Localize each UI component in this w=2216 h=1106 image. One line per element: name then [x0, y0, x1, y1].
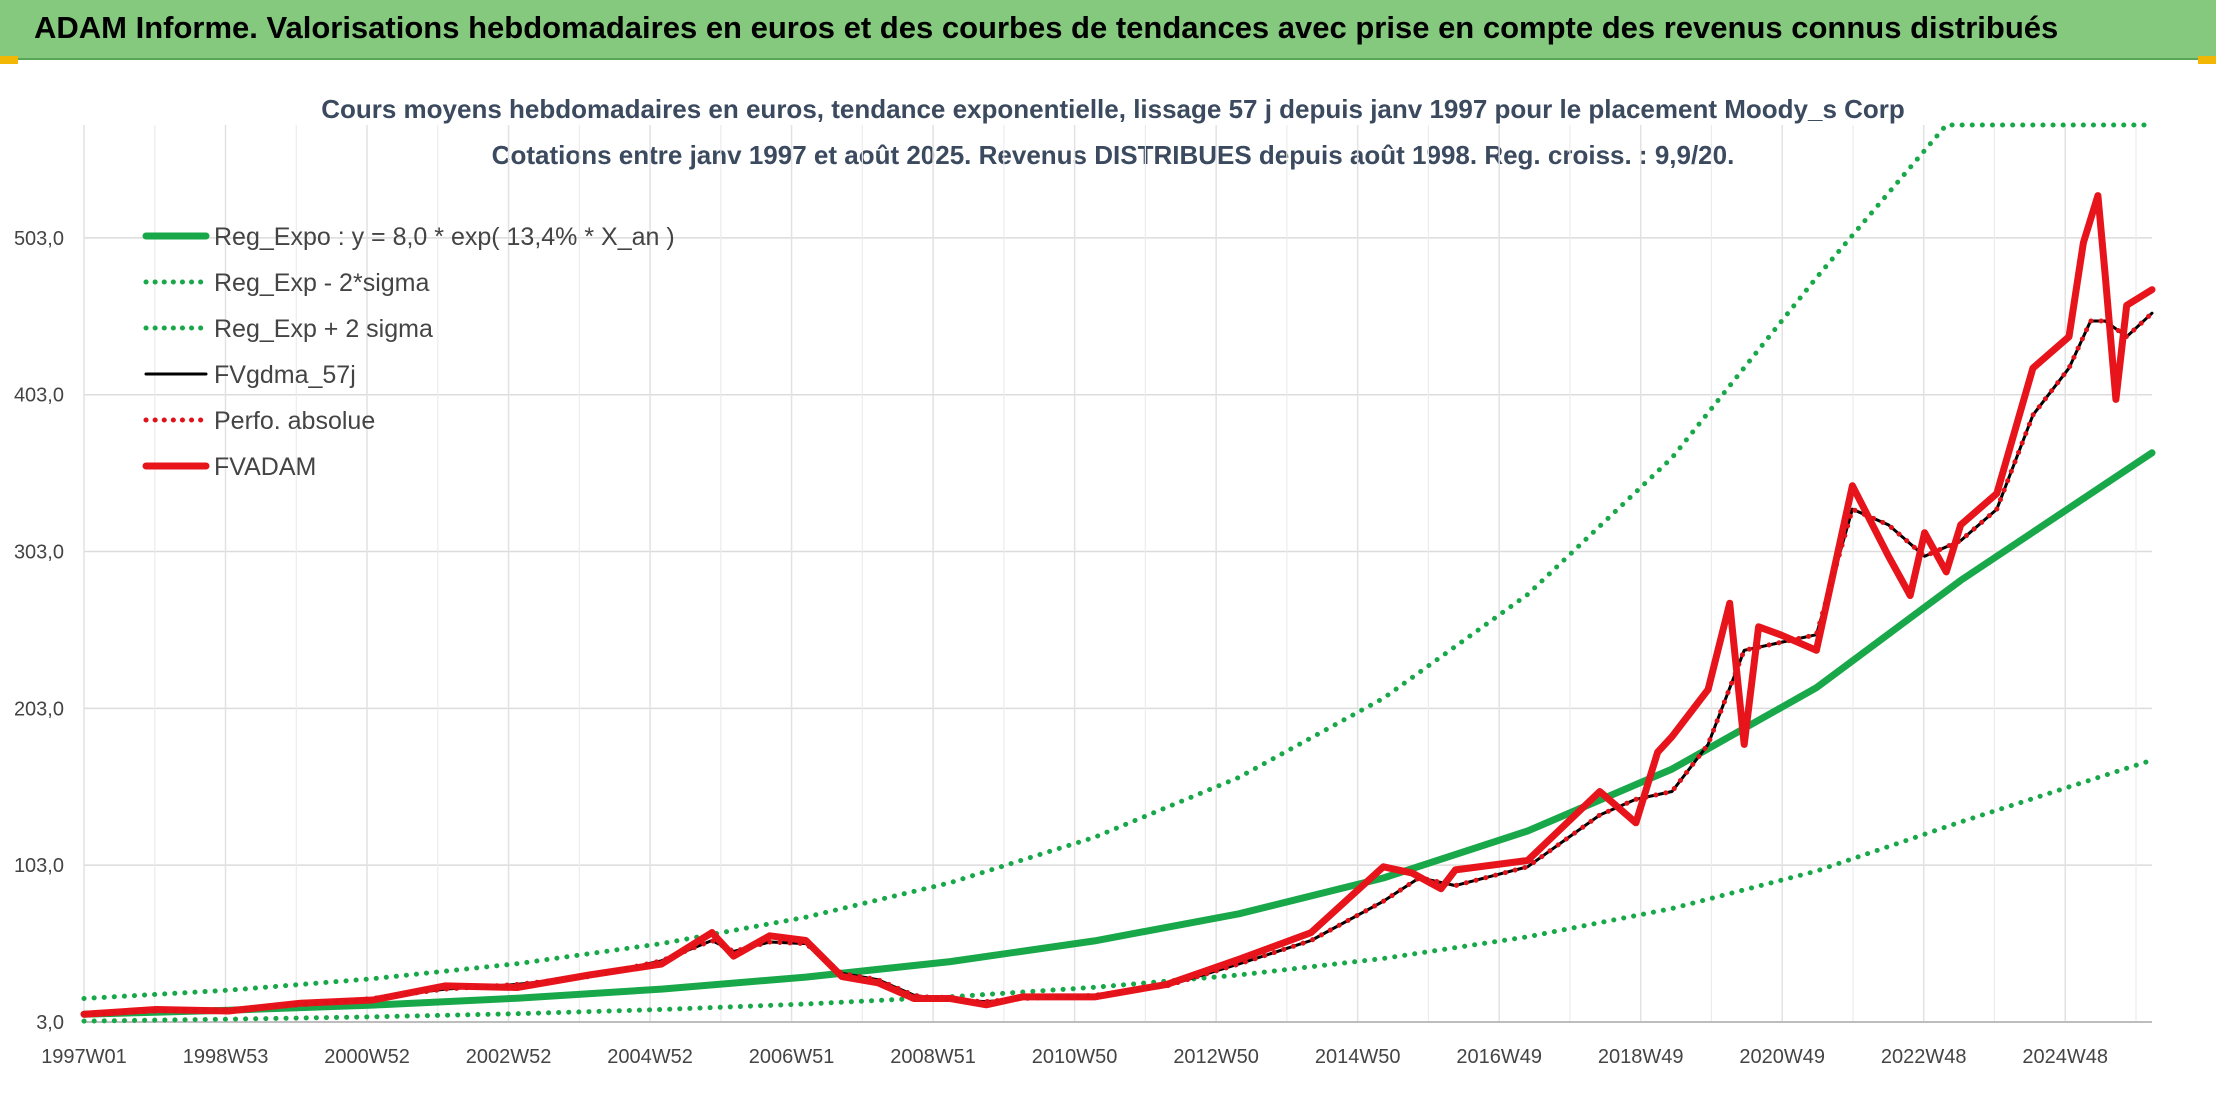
y-tick-label: 203,0: [14, 698, 64, 720]
y-tick-label: 503,0: [14, 228, 64, 250]
legend-label: Perfo. absolue: [214, 407, 375, 435]
x-tick-label: 2004W52: [607, 1046, 693, 1068]
y-axis: 3,0 103,0 203,0 303,0 403,0 503,0: [14, 228, 64, 1034]
chart-subtitle: Cotations entre janv 1997 et août 2025. …: [492, 140, 1735, 170]
x-tick-label: 2010W50: [1032, 1046, 1118, 1068]
x-tick-label: 2006W51: [749, 1046, 835, 1068]
series-line-4: [81, 310, 2155, 1017]
y-tick-label: 303,0: [14, 542, 64, 564]
x-tick-label: 2008W51: [890, 1046, 976, 1068]
x-tick-label: 2014W50: [1315, 1046, 1401, 1068]
series-line-3: [82, 311, 2154, 1016]
chart-title: Cours moyens hebdomadaires en euros, ten…: [321, 94, 1905, 124]
x-tick-label: 1998W53: [183, 1046, 269, 1068]
report-title: ADAM Informe. Valorisations hebdomadaire…: [34, 10, 2059, 45]
report-header: ADAM Informe. Valorisations hebdomadaire…: [0, 0, 2216, 60]
legend-label: Reg_Exp + 2 sigma: [214, 315, 433, 343]
x-axis: 1997W01 1998W53 2000W52 2002W52 2004W52 2006W…: [41, 1021, 2152, 1068]
legend-label: Reg_Exp - 2*sigma: [214, 269, 429, 297]
series-line-0: [80, 449, 2156, 1018]
x-tick-label: 2020W49: [1739, 1046, 1825, 1068]
y-tick-label: 3,0: [36, 1012, 64, 1034]
y-tick-label: 103,0: [14, 855, 64, 877]
x-tick-label: 2016W49: [1456, 1046, 1542, 1068]
corner-marker-left: [0, 56, 18, 64]
legend-label: FVADAM: [214, 453, 316, 481]
x-tick-label: 2018W49: [1598, 1046, 1684, 1068]
y-tick-label: 403,0: [14, 385, 64, 407]
corner-marker-right: [2198, 56, 2216, 64]
series-line-1: [81, 757, 2155, 1024]
grid: [83, 125, 2152, 1023]
series-line-5: [80, 192, 2156, 1018]
x-tick-label: 1997W01: [41, 1046, 127, 1068]
plot-area: [80, 122, 2156, 1024]
x-tick-label: 2024W48: [2022, 1046, 2108, 1068]
x-tick-label: 2012W50: [1173, 1046, 1259, 1068]
x-tick-label: 2002W52: [466, 1046, 552, 1068]
series-line-2: [81, 122, 2155, 1001]
legend: Reg_Expo : y = 8,0 * exp( 13,4% * X_an )…: [142, 223, 675, 481]
legend-label: Reg_Expo : y = 8,0 * exp( 13,4% * X_an ): [214, 223, 675, 251]
chart: Cours moyens hebdomadaires en euros, ten…: [14, 94, 2156, 1068]
x-tick-label: 2000W52: [324, 1046, 410, 1068]
legend-label: FVgdma_57j: [214, 361, 356, 389]
x-tick-label: 2022W48: [1881, 1046, 1967, 1068]
